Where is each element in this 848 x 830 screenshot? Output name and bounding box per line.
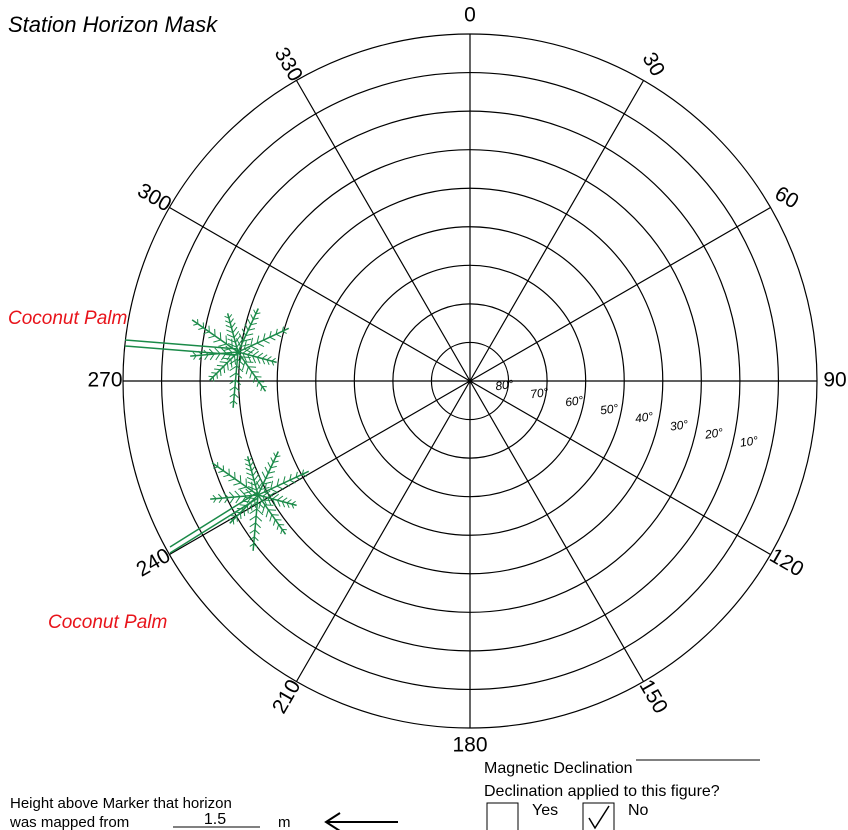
title: Station Horizon Mask (8, 12, 218, 37)
elevation-label: 80° (494, 377, 514, 393)
declination-question: Declination applied to this figure? (484, 783, 720, 800)
height-unit: m (278, 814, 291, 830)
azimuth-label: 270 (87, 369, 122, 392)
leaflet (233, 520, 234, 525)
leaflet (232, 339, 233, 348)
elevation-label: 50° (599, 401, 619, 417)
elevation-label: 10° (739, 433, 759, 449)
leaflet (229, 519, 234, 520)
option-label: No (628, 802, 649, 819)
declination-label: Magnetic Declination (484, 760, 633, 777)
elevation-label: 70° (529, 385, 549, 401)
leaflet (220, 370, 221, 376)
leaflet (209, 376, 214, 377)
leaflet (213, 377, 214, 382)
height-value: 1.5 (204, 811, 226, 828)
elevation-label: 20° (703, 425, 724, 442)
annotation: Coconut Palm (48, 612, 167, 633)
option-label: Yes (532, 802, 558, 819)
leaflet (214, 369, 220, 370)
height-line1: Height above Marker that horizon (10, 795, 232, 812)
elevation-label: 60° (564, 393, 584, 409)
azimuth-label: 0 (464, 4, 476, 27)
leaflet (261, 500, 270, 501)
leaflet (211, 373, 216, 374)
elevation-label: 40° (634, 409, 654, 425)
leaflet (234, 512, 240, 513)
leaflet (265, 505, 273, 506)
azimuth-label: 90 (823, 369, 846, 392)
leaflet (217, 373, 218, 378)
leaflet (246, 478, 247, 486)
annotation: Coconut Palm (8, 308, 127, 329)
leaflet (226, 335, 227, 343)
leaflet (241, 357, 250, 358)
leaflet (252, 482, 253, 491)
leaflet (245, 362, 253, 363)
leaflet (231, 516, 236, 517)
azimuth-label: 180 (452, 734, 487, 757)
leaflet (240, 513, 241, 519)
background (0, 0, 848, 830)
leaflet (237, 516, 238, 521)
page: Station Horizon Mask Coconut Palm Coconu… (0, 0, 848, 830)
elevation-label: 30° (669, 417, 689, 433)
height-line2: was mapped from (9, 814, 129, 830)
